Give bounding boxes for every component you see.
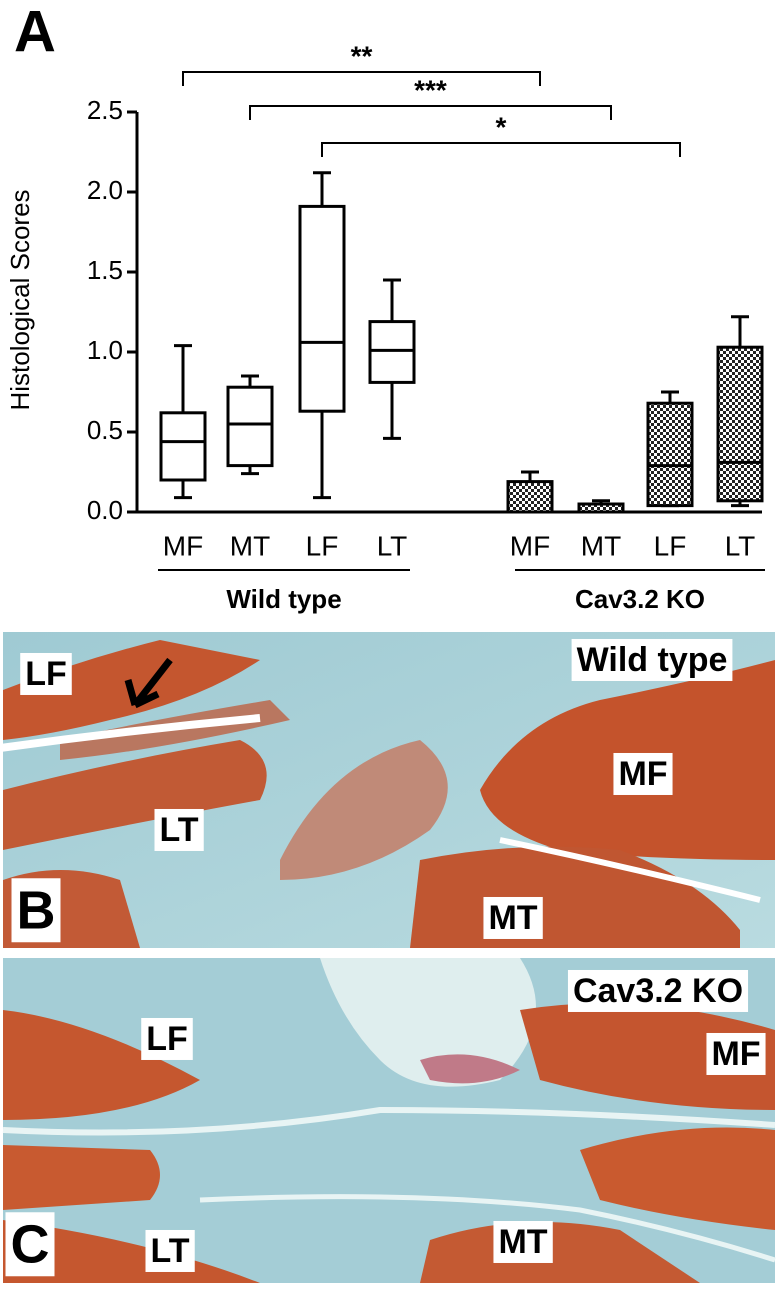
x-tick-label: MT bbox=[581, 530, 621, 561]
y-tick-label: 1.5 bbox=[87, 255, 123, 285]
region-label: MF bbox=[618, 755, 667, 793]
box bbox=[506, 480, 554, 514]
y-axis-title: Histological Scores bbox=[5, 189, 35, 410]
region-label-bg bbox=[613, 752, 673, 795]
box bbox=[716, 345, 764, 503]
region-label: MT bbox=[488, 899, 537, 937]
y-tick-label: 0.0 bbox=[87, 495, 123, 525]
panel-label-bg bbox=[5, 1212, 55, 1277]
histology-panel-c bbox=[2, 958, 776, 1283]
box bbox=[159, 411, 207, 482]
x-tick-label: LF bbox=[654, 530, 687, 561]
panel-label-bg bbox=[11, 878, 61, 943]
y-tick-label: 2.5 bbox=[87, 95, 123, 125]
significance-bracket bbox=[182, 71, 541, 86]
significance-label: *** bbox=[414, 74, 447, 105]
region-label-bg bbox=[493, 1220, 553, 1263]
x-tick-label: LT bbox=[377, 530, 408, 561]
box bbox=[298, 204, 346, 413]
group-label: Cav3.2 KO bbox=[575, 584, 705, 614]
x-tick-label: LT bbox=[725, 530, 756, 561]
x-tick-label: MT bbox=[230, 530, 270, 561]
region-label-bg bbox=[706, 1032, 766, 1075]
region-label-bg bbox=[20, 652, 72, 695]
region-label: LF bbox=[146, 1020, 188, 1058]
significance-bracket bbox=[249, 105, 612, 120]
panel-label: A bbox=[14, 0, 56, 64]
x-tick-label: LF bbox=[306, 530, 339, 561]
region-label: LT bbox=[159, 811, 198, 849]
box bbox=[368, 320, 416, 384]
region-label-bg bbox=[145, 1229, 195, 1272]
significance-label: ** bbox=[351, 40, 373, 71]
panel-title-bg bbox=[571, 638, 733, 681]
region-label: MF bbox=[711, 1035, 760, 1073]
panel-title: Cav3.2 KO bbox=[573, 972, 743, 1010]
panel-title: Wild type bbox=[577, 641, 728, 679]
panel-label: C bbox=[11, 1214, 50, 1274]
y-tick-label: 2.0 bbox=[87, 175, 123, 205]
region-label-bg bbox=[154, 808, 204, 851]
region-label: LT bbox=[150, 1232, 189, 1270]
panel-label: B bbox=[17, 880, 56, 940]
significance-bracket bbox=[321, 142, 681, 157]
x-tick-label: MF bbox=[163, 530, 203, 561]
box bbox=[226, 385, 274, 468]
region-label: LF bbox=[25, 655, 67, 693]
region-label: MT bbox=[498, 1223, 547, 1261]
region-label-bg bbox=[483, 896, 543, 939]
region-label-bg bbox=[141, 1017, 193, 1060]
y-tick-label: 0.5 bbox=[87, 415, 123, 445]
y-tick-label: 1.0 bbox=[87, 335, 123, 365]
box bbox=[646, 401, 694, 508]
x-tick-label: MF bbox=[510, 530, 550, 561]
significance-label: * bbox=[496, 111, 507, 142]
group-label: Wild type bbox=[226, 584, 341, 614]
panel-title-bg bbox=[567, 969, 749, 1012]
